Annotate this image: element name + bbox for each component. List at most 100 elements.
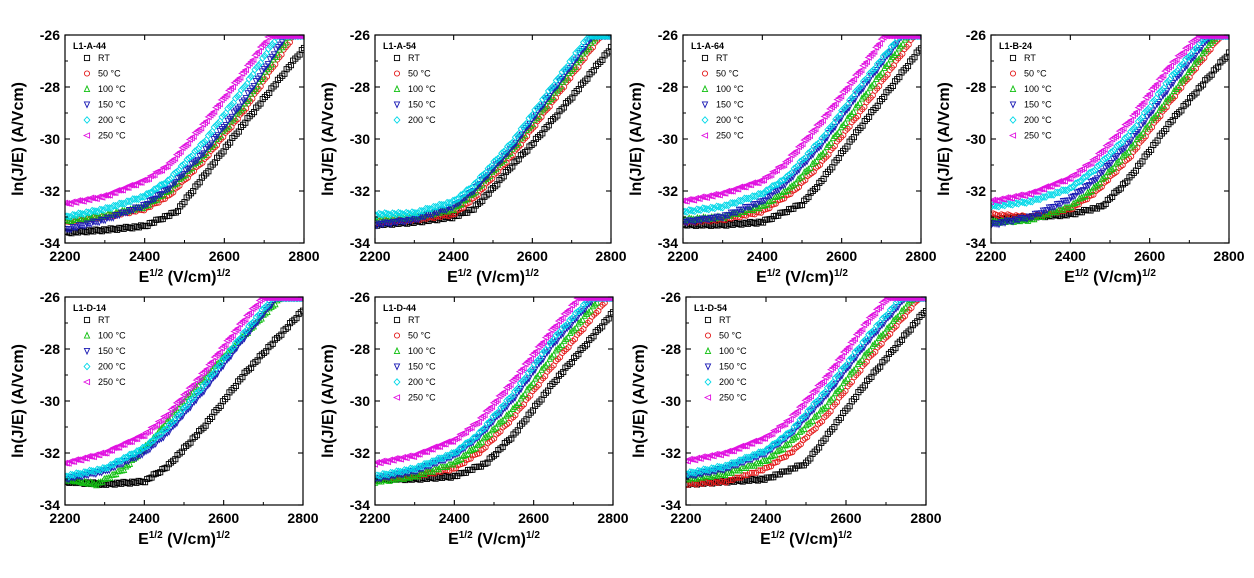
data-point bbox=[127, 438, 135, 445]
data-point bbox=[279, 297, 287, 302]
legend-label: 50 °C bbox=[408, 69, 431, 79]
data-point bbox=[562, 100, 569, 107]
legend-label: RT bbox=[98, 53, 110, 63]
data-point bbox=[527, 112, 535, 121]
data-point bbox=[571, 90, 578, 97]
data-point bbox=[1088, 186, 1096, 194]
data-point bbox=[573, 307, 581, 316]
x-axis-label: E1/2 (V/cm)1/2 bbox=[1064, 268, 1156, 286]
data-point bbox=[137, 192, 145, 201]
data-point bbox=[276, 35, 284, 40]
data-point bbox=[772, 192, 779, 200]
legend-label: 250 °C bbox=[98, 131, 126, 141]
data-point bbox=[1109, 147, 1117, 155]
data-point bbox=[798, 156, 806, 165]
data-point bbox=[214, 362, 222, 371]
data-point bbox=[1153, 80, 1161, 87]
data-point bbox=[1207, 38, 1215, 46]
data-point bbox=[780, 444, 787, 452]
data-point bbox=[534, 372, 541, 380]
data-point bbox=[379, 210, 387, 219]
data-point bbox=[1180, 74, 1188, 82]
data-point bbox=[524, 147, 531, 154]
data-point bbox=[829, 393, 837, 401]
data-point bbox=[1150, 114, 1157, 122]
data-point bbox=[564, 333, 572, 341]
data-point bbox=[118, 186, 126, 194]
data-point bbox=[524, 368, 532, 377]
data-point bbox=[288, 297, 296, 302]
panel-title: L1-A-64 bbox=[691, 41, 724, 51]
data-point bbox=[459, 442, 467, 451]
data-point bbox=[754, 189, 762, 198]
data-point bbox=[1089, 167, 1097, 176]
data-point bbox=[1168, 71, 1176, 80]
data-point bbox=[526, 366, 534, 375]
data-point bbox=[200, 150, 207, 158]
data-point bbox=[104, 204, 112, 212]
data-point bbox=[1206, 35, 1214, 40]
data-point bbox=[467, 424, 475, 431]
data-point bbox=[500, 173, 507, 180]
data-point bbox=[262, 302, 270, 311]
data-point bbox=[1127, 116, 1135, 124]
data-point bbox=[768, 182, 776, 190]
data-point bbox=[274, 44, 282, 52]
data-point bbox=[426, 445, 434, 453]
data-point bbox=[158, 180, 166, 189]
y-tick-label: -28 bbox=[658, 79, 678, 95]
data-point bbox=[394, 208, 402, 217]
x-axis-label: E1/2 (V/cm)1/2 bbox=[447, 268, 539, 286]
data-point bbox=[529, 379, 537, 387]
data-point bbox=[601, 297, 609, 302]
data-point bbox=[568, 55, 576, 64]
data-point bbox=[899, 40, 907, 48]
data-point bbox=[874, 72, 882, 80]
data-point bbox=[834, 387, 841, 395]
data-point bbox=[713, 191, 721, 199]
data-point bbox=[196, 373, 204, 381]
data-point bbox=[1176, 78, 1184, 86]
data-point bbox=[585, 43, 593, 51]
y-tick-label: -28 bbox=[350, 341, 370, 357]
data-point bbox=[1130, 123, 1138, 132]
data-point bbox=[558, 68, 566, 76]
data-point bbox=[158, 416, 166, 424]
data-point bbox=[242, 95, 250, 103]
y-tick-label: -28 bbox=[966, 79, 986, 95]
data-point bbox=[451, 457, 459, 465]
data-point bbox=[807, 163, 814, 171]
data-point bbox=[146, 189, 154, 197]
panel-title: L1-A-54 bbox=[383, 41, 416, 51]
data-point bbox=[489, 412, 497, 421]
data-point bbox=[75, 456, 83, 464]
data-point bbox=[898, 307, 905, 315]
chart-panel-l1-d-44: 2200 2400 2600 2800-34-32-30-28-26L1-D-44RT… bbox=[320, 289, 629, 548]
panel-title: L1-D-14 bbox=[73, 303, 106, 313]
data-point bbox=[1183, 62, 1191, 70]
data-point bbox=[581, 311, 588, 319]
data-point bbox=[454, 434, 462, 441]
data-point bbox=[790, 180, 798, 188]
data-point bbox=[1069, 199, 1077, 207]
data-point bbox=[731, 199, 739, 207]
data-point bbox=[780, 187, 788, 195]
data-point bbox=[738, 196, 747, 205]
y-tick-label: -34 bbox=[40, 497, 60, 513]
data-point bbox=[507, 393, 515, 402]
data-point bbox=[297, 35, 304, 39]
data-point bbox=[571, 325, 578, 333]
data-point bbox=[163, 163, 171, 170]
data-point bbox=[1185, 42, 1193, 49]
data-point bbox=[375, 222, 379, 230]
data-point bbox=[301, 35, 304, 41]
data-point bbox=[1056, 177, 1065, 185]
data-point bbox=[571, 62, 579, 70]
data-point bbox=[207, 372, 215, 380]
data-point bbox=[750, 192, 758, 201]
data-point bbox=[124, 438, 132, 446]
data-point bbox=[607, 43, 611, 50]
data-point bbox=[1197, 53, 1204, 61]
data-point bbox=[228, 100, 236, 109]
